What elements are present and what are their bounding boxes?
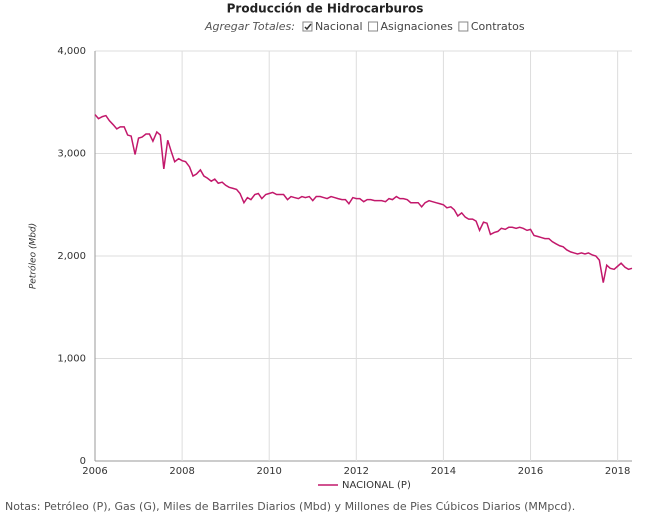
checkbox-label[interactable]: Asignaciones: [381, 20, 454, 33]
y-tick-label: 3,000: [57, 149, 86, 160]
x-tick-label: 2010: [256, 466, 281, 477]
y-axis-title: Petróleo (Mbd): [28, 223, 39, 289]
x-tick-label: 2014: [431, 466, 456, 477]
y-tick-label: 1,000: [57, 354, 86, 365]
checkbox-label[interactable]: Contratos: [471, 20, 525, 33]
legend-label: NACIONAL (P): [342, 480, 411, 491]
checkmark: [304, 23, 312, 31]
checkbox[interactable]: [458, 21, 469, 32]
x-tick-label: 2008: [169, 466, 194, 477]
x-tick-label: 2012: [344, 466, 369, 477]
data-line: [94, 114, 633, 283]
y-tick-label: 2,000: [57, 251, 86, 262]
x-tick-label: 2018: [605, 466, 630, 477]
checkbox[interactable]: [368, 21, 379, 32]
x-tick-label: 2016: [518, 466, 543, 477]
x-tick-label: 2006: [82, 466, 107, 477]
chart-title: Producción de Hidrocarburos: [227, 2, 424, 16]
notes: Notas: Petróleo (P), Gas (G), Miles de B…: [5, 500, 575, 513]
checkbox[interactable]: [302, 21, 313, 32]
checkbox-label[interactable]: Nacional: [315, 20, 363, 33]
controls-label: Agregar Totales:: [204, 20, 295, 33]
y-tick-label: 4,000: [57, 46, 86, 57]
y-tick-label: 0: [80, 456, 86, 467]
